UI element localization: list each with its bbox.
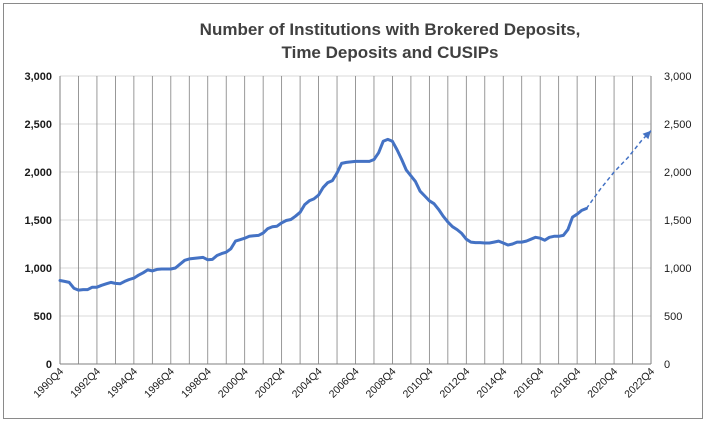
x-tick-label: 1996Q4 — [142, 366, 177, 401]
y-tick-label-left: 3,000 — [24, 71, 52, 83]
x-tick-label: 2004Q4 — [290, 366, 325, 401]
y-tick-label-right: 2,500 — [664, 119, 692, 131]
y-tick-label-right: 500 — [664, 311, 682, 323]
x-tick-label: 2000Q4 — [216, 366, 251, 401]
x-tick-label: 2010Q4 — [401, 366, 436, 401]
x-tick-label: 2002Q4 — [253, 366, 288, 401]
chart-title: Number of Institutions with Brokered Dep… — [0, 18, 708, 64]
x-tick-label: 2016Q4 — [511, 366, 546, 401]
x-tick-label: 2006Q4 — [327, 366, 362, 401]
x-axis: 1990Q4 1992Q4 1994Q4 1996Q4 1998Q4 2000Q4 2002… — [31, 366, 657, 401]
projection-line — [585, 130, 652, 209]
chart-frame — [3, 3, 703, 419]
y-tick-label-left: 2,000 — [24, 167, 52, 179]
y-tick-label-left: 1,000 — [24, 263, 52, 275]
y-tick-label-right: 1,500 — [664, 215, 692, 227]
x-tick-label: 2014Q4 — [474, 366, 509, 401]
x-tick-label: 1992Q4 — [68, 366, 103, 401]
y-tick-label-right: 2,000 — [664, 167, 692, 179]
y-tick-label-left: 1,500 — [24, 215, 52, 227]
x-tick-label: 2018Q4 — [548, 366, 583, 401]
y-tick-label-right: 3,000 — [664, 71, 692, 83]
series-layer — [58, 130, 652, 292]
y-tick-label-left: 0 — [46, 359, 52, 371]
y-tick-label-right: 0 — [664, 359, 670, 371]
x-tick-label: 2020Q4 — [585, 366, 620, 401]
x-tick-label: 2022Q4 — [622, 366, 657, 401]
x-tick-label: 2012Q4 — [438, 366, 473, 401]
y-tick-label-left: 2,500 — [24, 119, 52, 131]
x-tick-label: 2008Q4 — [364, 366, 399, 401]
y-tick-label-right: 1,000 — [664, 263, 692, 275]
projection-arrowhead — [642, 130, 651, 140]
y-tick-label-left: 500 — [34, 311, 52, 323]
right-y-axis: 0 500 1,000 1,500 2,000 2,500 3,000 — [664, 71, 692, 371]
series-line — [58, 137, 588, 292]
chart-title-line-2: Time Deposits and CUSIPs — [281, 43, 499, 62]
x-tick-label: 1994Q4 — [105, 366, 140, 401]
chart-title-line-1: Number of Institutions with Brokered Dep… — [199, 20, 581, 39]
grid-lines — [59, 75, 652, 365]
left-y-axis: 0 500 1,000 1,500 2,000 2,500 3,000 — [24, 71, 52, 371]
x-tick-label: 1998Q4 — [179, 366, 214, 401]
